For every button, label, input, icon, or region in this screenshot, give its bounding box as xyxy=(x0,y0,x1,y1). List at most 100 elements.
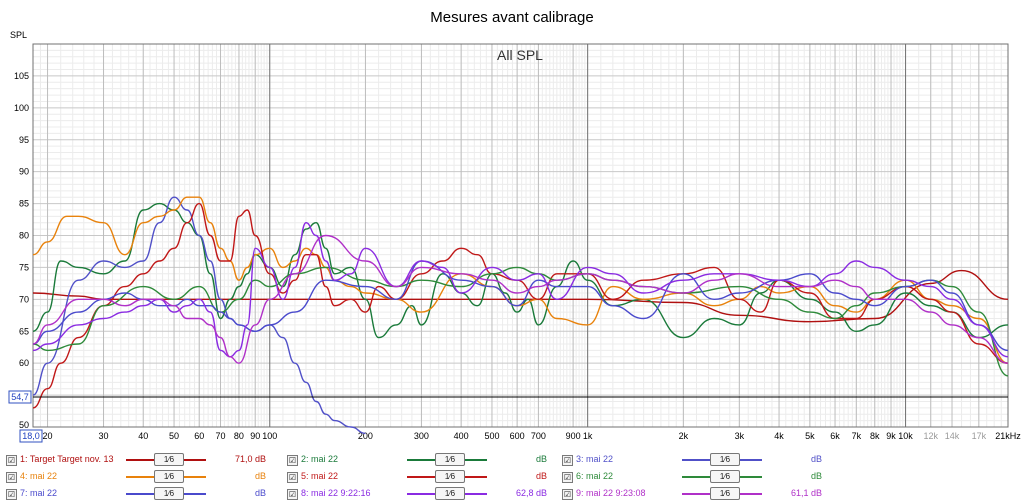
x-tick-label: 9k xyxy=(886,431,896,441)
legend-level: dB xyxy=(810,471,822,481)
x-tick-label: 1k xyxy=(583,431,593,441)
y-tick-label-min: 50 xyxy=(19,420,29,430)
x-tick-label: 400 xyxy=(454,431,469,441)
legend-checkbox[interactable]: ☑ xyxy=(6,455,17,466)
y-tick-label: 105 xyxy=(14,71,29,81)
legend-checkbox[interactable]: ☑ xyxy=(562,472,573,483)
x-tick-label: 17k xyxy=(972,431,987,441)
x-tick-label: 90 xyxy=(250,431,260,441)
x-tick-label: 21kHz xyxy=(995,431,1021,441)
y-tick-label: 65 xyxy=(19,326,29,336)
x-tick-label: 5k xyxy=(805,431,815,441)
legend-level: dB xyxy=(254,471,266,481)
legend-item[interactable]: ☑ 2: mai 22 1⁄6 dB xyxy=(287,452,549,468)
x-tick-label: 3k xyxy=(735,431,745,441)
smoothing-button[interactable]: 1⁄6 xyxy=(435,453,465,466)
legend-name: 5: mai 22 xyxy=(301,471,339,481)
legend-checkbox[interactable]: ☑ xyxy=(6,472,17,483)
cursor-value: 54,7 xyxy=(11,392,29,402)
x-tick-label: 600 xyxy=(510,431,525,441)
legend: ☑ 1: Target Target nov. 13 1⁄6 71,0 dB ☑ 2: m… xyxy=(0,448,1024,502)
legend-name: 4: mai 22 xyxy=(20,471,58,481)
x-tick-label: 12k xyxy=(923,431,938,441)
legend-name: 6: mai 22 xyxy=(576,471,614,481)
x-tick-label: 900 xyxy=(566,431,581,441)
legend-checkbox[interactable]: ☑ xyxy=(562,489,573,500)
x-tick-label: 500 xyxy=(484,431,499,441)
y-tick-label: 80 xyxy=(19,231,29,241)
plot-label: All SPL xyxy=(497,47,543,63)
legend-level: 61,1 dB xyxy=(790,488,822,498)
legend-level: 62,8 dB xyxy=(515,488,547,498)
series-line-3 xyxy=(32,196,366,435)
spl-chart[interactable]: Mesures avant calibrage SPL 20 30 40 50 60 70… xyxy=(0,0,1024,448)
x-tick-label: 80 xyxy=(234,431,244,441)
x-tick-label: 6k xyxy=(830,431,840,441)
series-line-1 xyxy=(32,269,1009,323)
series-line-2 xyxy=(32,202,1009,339)
legend-level: dB xyxy=(810,454,822,464)
legend-name: 2: mai 22 xyxy=(301,454,339,464)
legend-item[interactable]: ☑ 5: mai 22 1⁄6 dB xyxy=(287,469,549,485)
legend-name: 9: mai 22 9:23:08 xyxy=(576,488,646,498)
smoothing-button[interactable]: 1⁄6 xyxy=(154,470,184,483)
smoothing-button[interactable]: 1⁄6 xyxy=(710,453,740,466)
x-tick-label: 4k xyxy=(774,431,784,441)
legend-checkbox[interactable]: ☑ xyxy=(287,472,298,483)
legend-name: 3: mai 22 xyxy=(576,454,614,464)
series-group xyxy=(32,196,1009,435)
legend-name: 8: mai 22 9:22:16 xyxy=(301,488,371,498)
smoothing-button[interactable]: 1⁄6 xyxy=(154,453,184,466)
x-tick-label: 700 xyxy=(531,431,546,441)
y-tick-label: 95 xyxy=(19,135,29,145)
y-tick-label: 85 xyxy=(19,199,29,209)
cursor-value-box[interactable] xyxy=(8,390,32,404)
plot-frame xyxy=(32,43,1009,428)
cursor-freq-box[interactable] xyxy=(19,429,43,443)
legend-item[interactable]: ☑ 4: mai 22 1⁄6 dB xyxy=(6,469,268,485)
x-tick-label: 60 xyxy=(194,431,204,441)
legend-level: dB xyxy=(254,488,266,498)
x-tick-label: 2k xyxy=(679,431,689,441)
smoothing-button[interactable]: 1⁄6 xyxy=(154,487,184,500)
y-tick-label: 90 xyxy=(19,167,29,177)
x-tick-label: 8k xyxy=(870,431,880,441)
series-line-6 xyxy=(32,266,1009,377)
smoothing-button[interactable]: 1⁄6 xyxy=(710,470,740,483)
y-tick-label: 75 xyxy=(19,262,29,272)
y-tick-label: 100 xyxy=(14,103,29,113)
y-tick-label: 60 xyxy=(19,358,29,368)
legend-level: 71,0 dB xyxy=(234,454,266,464)
legend-checkbox[interactable]: ☑ xyxy=(287,489,298,500)
legend-item[interactable]: ☑ 3: mai 22 1⁄6 dB xyxy=(562,452,824,468)
x-tick-label: 200 xyxy=(358,431,373,441)
x-tick-label: 14k xyxy=(945,431,960,441)
legend-checkbox[interactable]: ☑ xyxy=(6,489,17,500)
x-tick-label: 100 xyxy=(262,431,277,441)
legend-level: dB xyxy=(535,454,547,464)
smoothing-button[interactable]: 1⁄6 xyxy=(435,470,465,483)
legend-item[interactable]: ☑ 6: mai 22 1⁄6 dB xyxy=(562,469,824,485)
smoothing-button[interactable]: 1⁄6 xyxy=(435,487,465,500)
legend-item[interactable]: ☑ 7: mai 22 1⁄6 dB xyxy=(6,486,268,502)
legend-checkbox[interactable]: ☑ xyxy=(287,455,298,466)
x-tick-label: 30 xyxy=(99,431,109,441)
legend-name: 1: Target Target nov. 13 xyxy=(20,454,114,464)
legend-checkbox[interactable]: ☑ xyxy=(562,455,573,466)
legend-item[interactable]: ☑ 1: Target Target nov. 13 1⁄6 71,0 dB xyxy=(6,452,268,468)
axes: 20 30 40 50 60 70 80 90 100 200 300 400 500 600 700 900… xyxy=(14,71,1021,441)
x-tick-label: 70 xyxy=(216,431,226,441)
y-tick-label: 70 xyxy=(19,294,29,304)
y-axis-unit-label: SPL xyxy=(10,30,27,40)
smoothing-button[interactable]: 1⁄6 xyxy=(710,487,740,500)
x-tick-label: 7k xyxy=(852,431,862,441)
grid xyxy=(32,43,1009,428)
legend-level: dB xyxy=(535,471,547,481)
legend-name: 7: mai 22 xyxy=(20,488,58,498)
x-tick-label: 300 xyxy=(414,431,429,441)
x-tick-label: 20 xyxy=(43,431,53,441)
legend-item[interactable]: ☑ 9: mai 22 9:23:08 1⁄6 61,1 dB xyxy=(562,486,824,502)
legend-item[interactable]: ☑ 8: mai 22 9:22:16 1⁄6 62,8 dB xyxy=(287,486,549,502)
x-tick-label: 40 xyxy=(138,431,148,441)
cursor-freq: 18,0 xyxy=(22,431,40,441)
